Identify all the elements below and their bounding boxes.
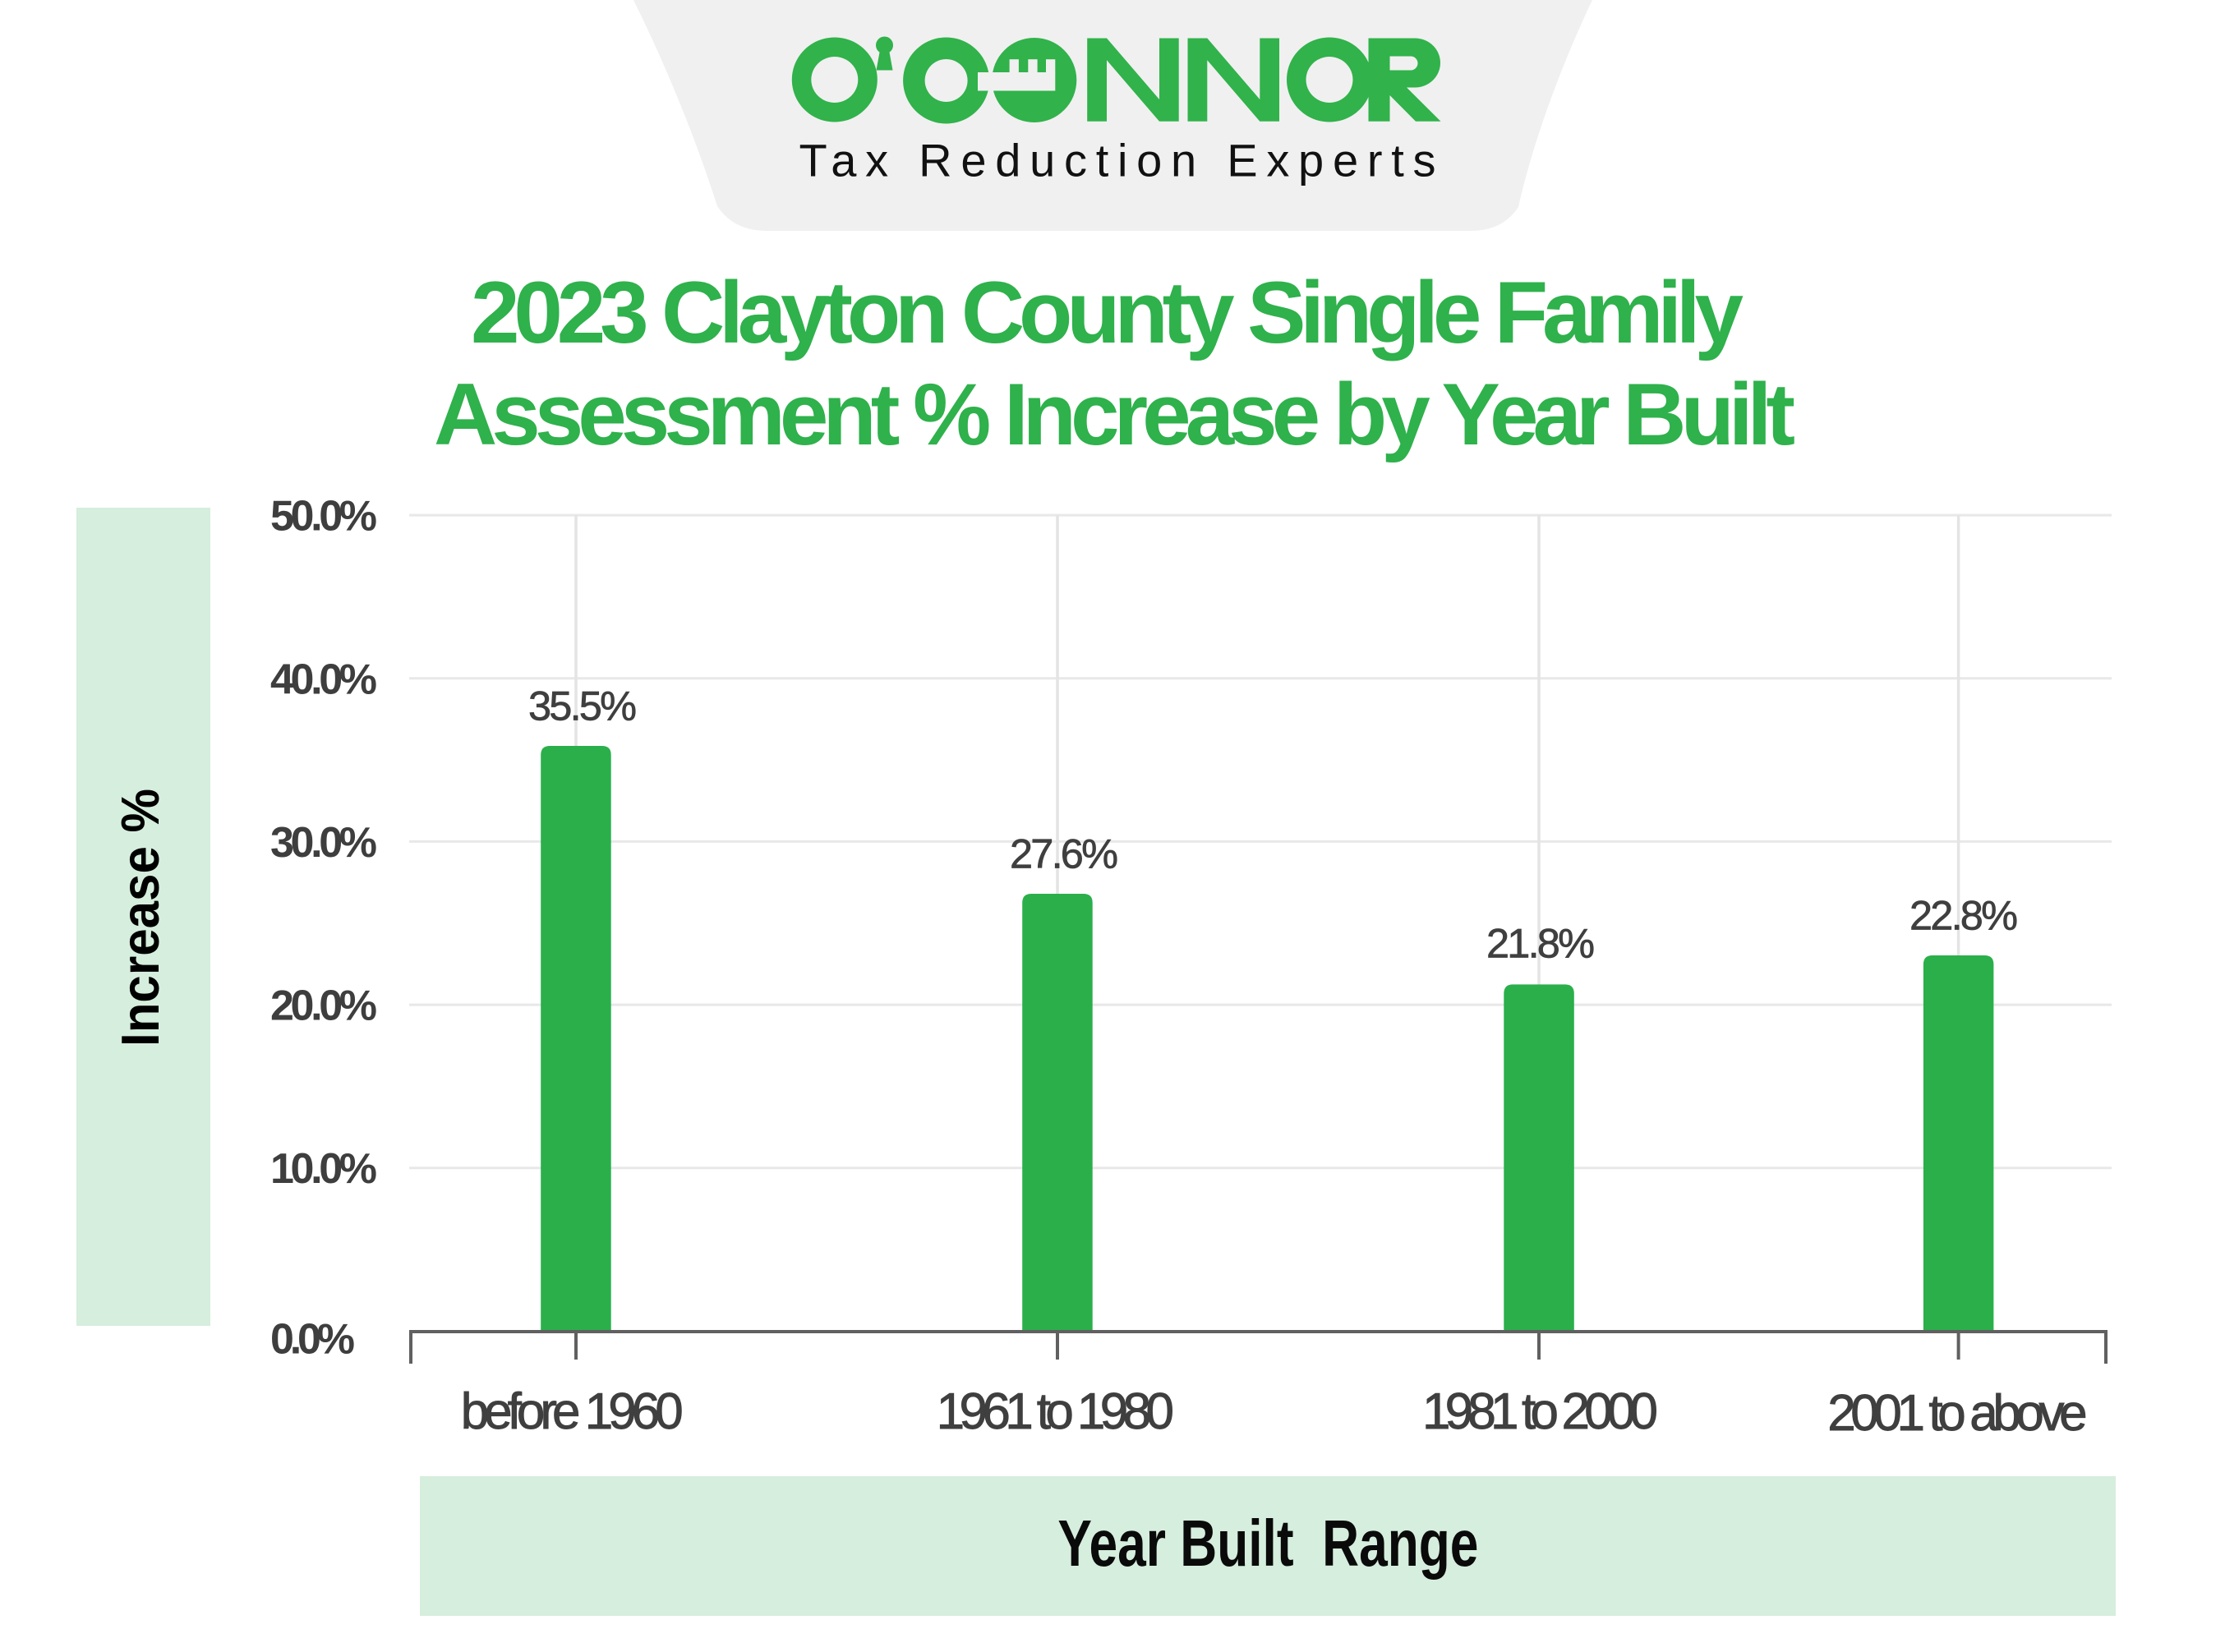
svg-text:Year Built Range: Year Built Range	[1057, 1507, 1478, 1580]
svg-text:20.0%: 20.0%	[270, 982, 377, 1030]
svg-text:40.0%: 40.0%	[270, 656, 377, 703]
svg-text:0.0%: 0.0%	[270, 1316, 355, 1364]
svg-text:before 1960: before 1960	[461, 1383, 684, 1440]
svg-text:Increase %: Increase %	[111, 789, 170, 1047]
svg-text:50.0%: 50.0%	[270, 493, 377, 541]
svg-text:35.5%: 35.5%	[528, 683, 637, 729]
svg-text:10.0%: 10.0%	[270, 1145, 377, 1193]
svg-text:21.8%: 21.8%	[1486, 920, 1595, 967]
svg-text:22.8%: 22.8%	[1909, 892, 2018, 939]
svg-text:1981 to 2000: 1981 to 2000	[1422, 1383, 1658, 1440]
svg-text:2001 to above: 2001 to above	[1827, 1385, 2087, 1442]
svg-text:27.6%: 27.6%	[1010, 831, 1118, 877]
svg-text:30.0%: 30.0%	[270, 819, 377, 867]
svg-text:Assessment % Increase by Year: Assessment % Increase by Year Built	[434, 365, 1795, 463]
svg-text:1961 to 1980: 1961 to 1980	[937, 1383, 1174, 1440]
svg-text:2023 Clayton County Single Fam: 2023 Clayton County Single Family	[471, 263, 1744, 361]
